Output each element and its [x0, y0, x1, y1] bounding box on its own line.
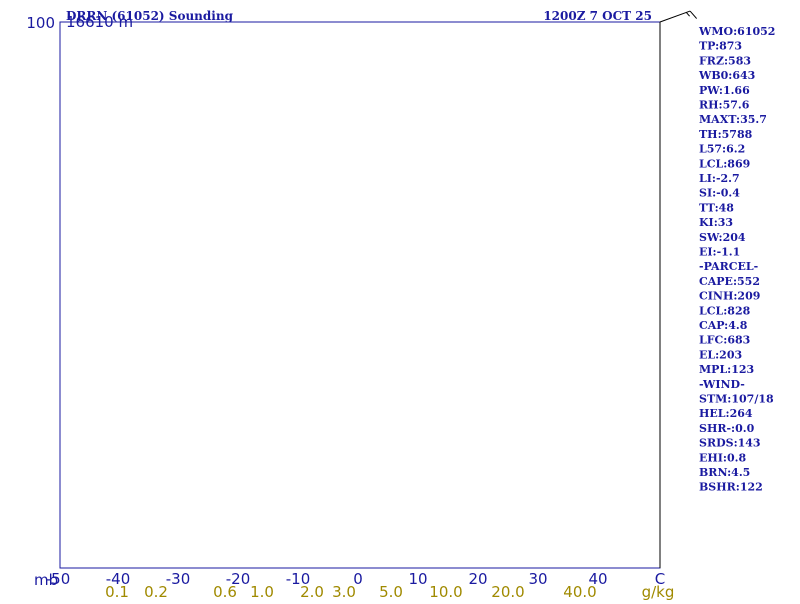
index-item: PW:1.66 — [699, 84, 750, 97]
index-item: EHI:0.8 — [699, 451, 746, 464]
index-item: STM:107/18 — [699, 393, 774, 406]
index-item: EL:203 — [699, 348, 742, 361]
index-item: RH:57.6 — [699, 99, 750, 112]
temperature-tick: 20 — [468, 570, 487, 588]
mixing-ratio-label: 10.0 — [429, 583, 462, 600]
pressure-unit: mb — [34, 571, 58, 589]
index-item: BSHR:122 — [699, 481, 763, 494]
index-item: -WIND- — [699, 378, 745, 391]
temperature-tick: -40 — [106, 570, 131, 588]
height-label: 16610 m — [66, 13, 133, 31]
mixing-ratio-label: 2.0 — [300, 583, 324, 600]
mixing-ratio-label: 0.1 — [105, 583, 129, 600]
temperature-tick: -10 — [286, 570, 311, 588]
index-item: L57:6.2 — [699, 143, 745, 156]
index-item: TT:48 — [699, 201, 734, 214]
mixing-ratio-label: 0.2 — [144, 583, 168, 600]
index-item: CINH:209 — [699, 290, 760, 303]
axis-labels: 100200300400500600700800900100016610 m14… — [26, 13, 675, 601]
index-item: LCL:828 — [699, 304, 751, 317]
mixing-ratio-label: 5.0 — [379, 583, 403, 600]
index-item: SI:-0.4 — [699, 187, 740, 200]
sounding-time: 1200Z 7 OCT 25 — [543, 9, 652, 23]
index-item: MAXT:35.7 — [699, 113, 767, 126]
index-item: CAPE:552 — [699, 275, 760, 288]
index-item: SRDS:143 — [699, 437, 761, 450]
mixing-ratio-label: 40.0 — [563, 583, 596, 600]
mixing-ratio-label: g/kg — [642, 583, 675, 600]
wind-barb — [659, 10, 698, 23]
index-item: EI:-1.1 — [699, 246, 740, 259]
temperature-tick: 0 — [353, 570, 363, 588]
temperature-tick: -30 — [166, 570, 191, 588]
plot-area — [60, 22, 660, 568]
temperature-tick: -50 — [46, 570, 71, 588]
temperature-tick: C — [655, 570, 665, 588]
index-item: TH:5788 — [699, 128, 753, 141]
index-item: LFC:683 — [699, 334, 750, 347]
temperature-tick: -20 — [226, 570, 251, 588]
index-item: WB0:643 — [698, 69, 755, 82]
index-item: CAP:4.8 — [699, 319, 748, 332]
index-item: WMO:61052 — [698, 25, 775, 38]
index-item: TP:873 — [699, 40, 742, 53]
index-item: HEL:264 — [699, 407, 753, 420]
index-item: MPL:123 — [699, 363, 754, 376]
temperature-tick: 10 — [408, 570, 427, 588]
index-item: KI:33 — [699, 216, 733, 229]
temperature-tick: 40 — [588, 570, 607, 588]
index-item: SW:204 — [699, 231, 746, 244]
index-item: LI:-2.7 — [699, 172, 740, 185]
station-title: DRRN (61052) Sounding — [66, 9, 234, 23]
wind-profile — [659, 10, 698, 568]
mixing-ratio-label: 20.0 — [491, 583, 524, 600]
index-item: SHR-:0.0 — [699, 422, 755, 435]
mixing-ratio-label: 0.6 — [213, 583, 237, 600]
index-item: -PARCEL- — [699, 260, 758, 273]
mixing-ratio-label: 1.0 — [250, 583, 274, 600]
temperature-tick: 30 — [528, 570, 547, 588]
index-item: LCL:869 — [699, 157, 750, 170]
index-item: BRN:4.5 — [699, 466, 750, 479]
mixing-ratio-label: 3.0 — [332, 583, 356, 600]
index-item: FRZ:583 — [699, 54, 751, 67]
pressure-label: 100 — [26, 14, 55, 32]
